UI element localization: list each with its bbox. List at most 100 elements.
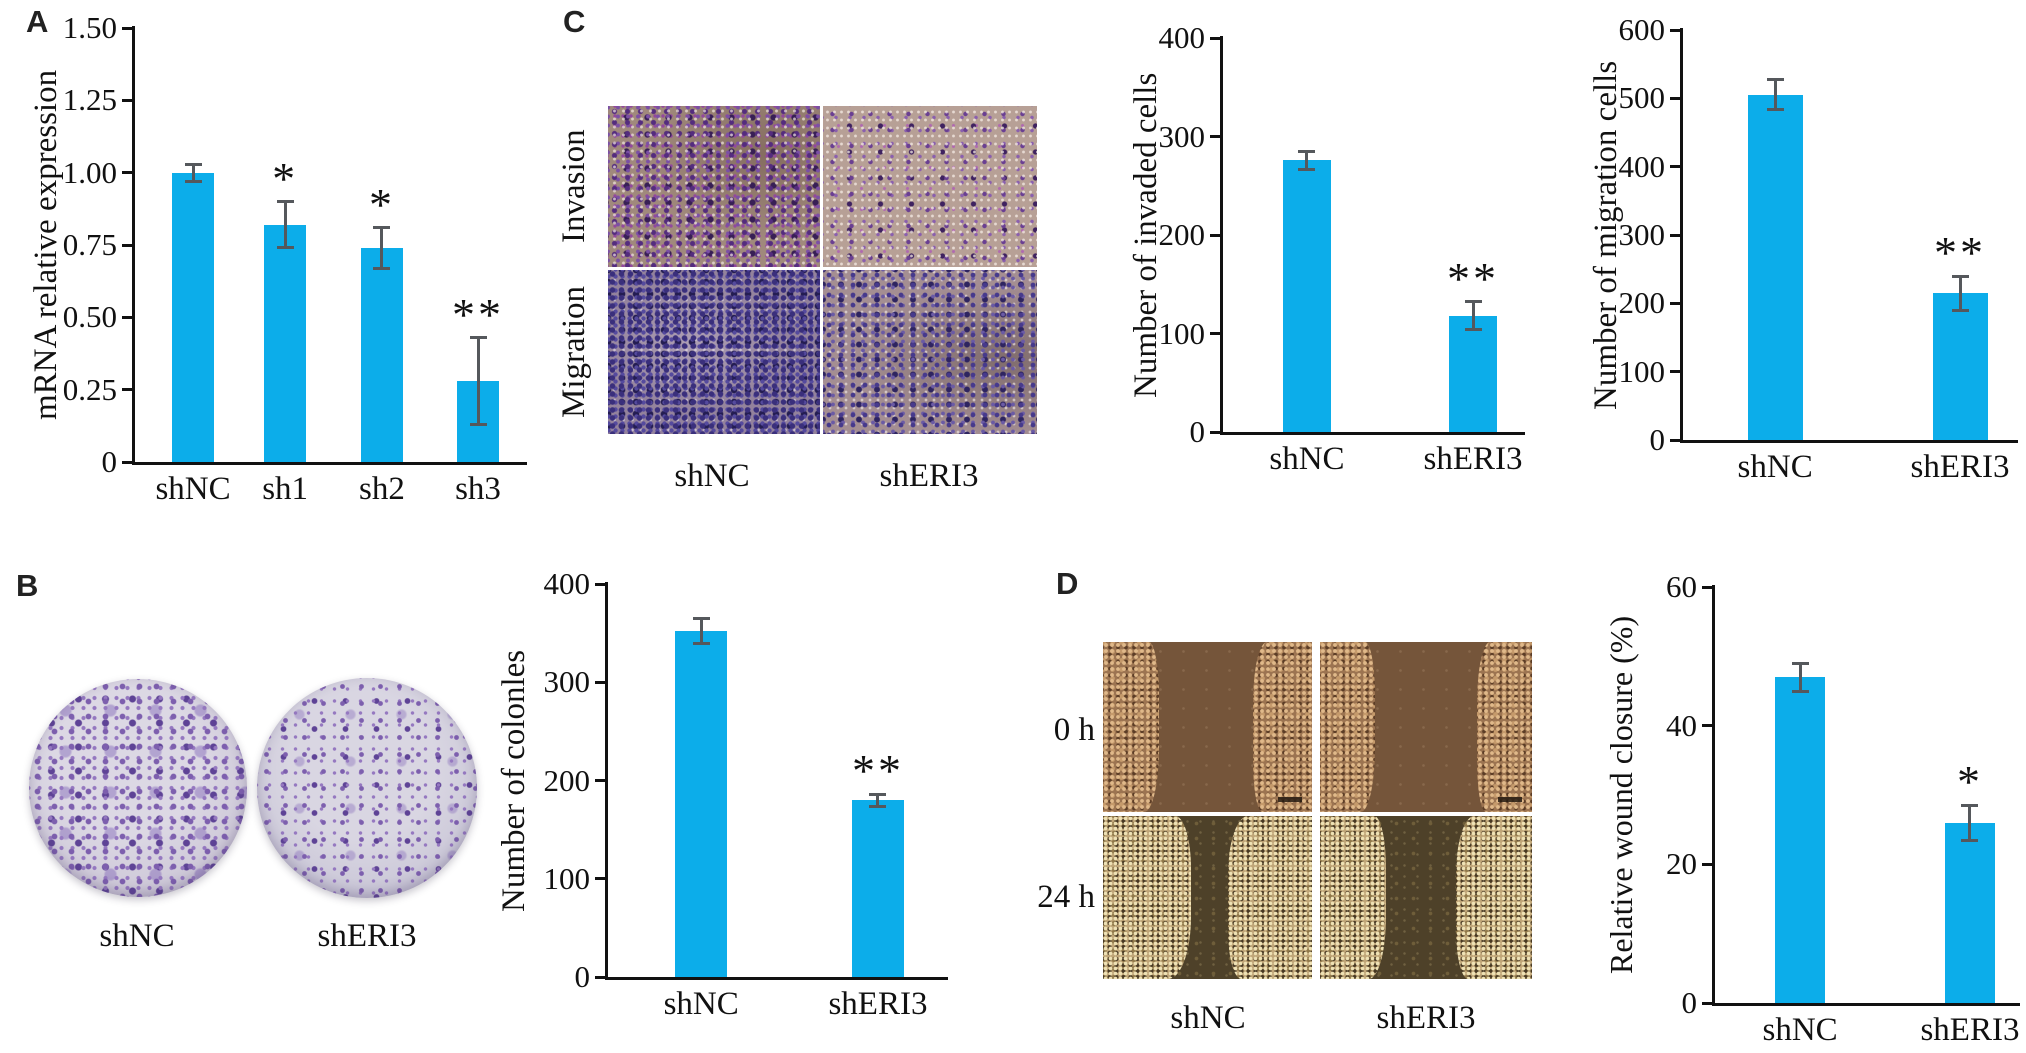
micrograph-migration-shnc [608, 270, 820, 434]
y-axis-tick [1670, 438, 1680, 442]
y-tick-label: 1.00 [62, 154, 117, 190]
x-tick-label: shERI3 [828, 986, 928, 1022]
panel-d-row-label-0h: 0 h [1053, 712, 1095, 748]
panel-b-letter: B [16, 568, 39, 603]
y-tick-label: 0.50 [62, 299, 117, 335]
y-axis-tick [122, 243, 132, 247]
bar-shNC [675, 631, 728, 977]
y-axis-tick [1702, 862, 1712, 866]
y-tick-label: 200 [1158, 217, 1206, 252]
y-axis-tick [1702, 724, 1712, 728]
y-tick-label: 300 [1618, 217, 1666, 252]
error-bar-cap [469, 336, 487, 340]
error-bar-stem [191, 164, 195, 182]
y-tick-label: 1.50 [62, 10, 117, 45]
error-bar-cap [1961, 803, 1979, 807]
error-bar-cap [1464, 328, 1482, 332]
y-tick-label: 300 [1158, 118, 1206, 154]
panel-d-col-label-shnc: shNC [1170, 1000, 1246, 1036]
y-tick-label: 100 [1618, 353, 1666, 389]
panel-b-label-shnc: shNC [99, 918, 175, 954]
y-tick-label: 400 [543, 566, 591, 601]
error-bar-cap [1298, 167, 1316, 171]
significance-label: * [1956, 756, 1983, 808]
significance-label: ** [1447, 252, 1500, 304]
wound-cells-left [1320, 642, 1376, 812]
y-axis-tick [1670, 165, 1680, 169]
error-bar-cap [1951, 274, 1969, 278]
wound-image-0h-sheri3 [1320, 642, 1532, 812]
error-bar-cap [373, 266, 391, 270]
error-bar-cap [869, 804, 887, 808]
panel-a-plot-area: 0 0.25 0.50 0.75 1.00 1.25 1.50 shNC * sh1 * sh2 ** s… [63, 11, 527, 507]
y-axis-tick [1210, 135, 1220, 138]
significance-label: ** [452, 288, 504, 340]
colony-dish-shnc [29, 679, 247, 897]
panel-a-letter: A [26, 4, 49, 39]
error-bar-stem [1968, 805, 1972, 841]
panel-c-col-label-shnc: shNC [674, 458, 750, 494]
panel-c-invaded-plot-area: 0 100 200 300 400 shNC ** shERI3 [1159, 21, 1525, 477]
error-bar-cap [184, 179, 202, 183]
wound-image-24h-shnc [1103, 816, 1312, 979]
x-tick-label: sh2 [359, 471, 405, 507]
y-axis-tick [1210, 233, 1220, 237]
panel-c-row-label-migration: Migration [556, 286, 592, 418]
y-tick-label: 200 [543, 762, 591, 798]
y-tick-label: 40 [1666, 707, 1697, 743]
error-bar-cap [373, 226, 391, 230]
error-bar-cap [692, 642, 710, 646]
wound-cells-left [1103, 642, 1160, 812]
y-axis-tick [122, 98, 132, 102]
error-bar-stem [380, 227, 384, 269]
y-tick-label: 0 [1649, 422, 1666, 457]
x-tick-label: shNC [1269, 441, 1345, 477]
error-bar-stem [876, 794, 880, 807]
x-tick-label: shNC [663, 986, 739, 1022]
y-tick-label: 100 [543, 860, 591, 896]
error-bar-cap [692, 616, 710, 620]
y-tick-label: 100 [1158, 315, 1206, 351]
panel-b-y-axis-label: Number of colonles [496, 649, 532, 912]
significance-label: * [368, 178, 395, 230]
error-bar-cap [1951, 308, 1969, 312]
error-bar-cap [1464, 300, 1482, 304]
x-tick-label: sh1 [262, 471, 309, 507]
y-tick-label: 0 [1189, 414, 1206, 449]
y-tick-label: 0 [101, 444, 118, 479]
y-tick-label: 400 [1618, 148, 1666, 184]
error-bar-stem [1305, 151, 1309, 170]
bar-shERI3 [851, 800, 904, 977]
y-axis-tick [1670, 301, 1680, 305]
y-tick-label: 60 [1666, 569, 1697, 604]
y-axis-tick [595, 582, 605, 586]
y-axis-tick [122, 388, 132, 392]
error-bar-stem [283, 201, 287, 248]
bar-shNC [1747, 94, 1803, 440]
y-tick-label: 20 [1666, 846, 1697, 882]
y-tick-label: 300 [543, 664, 591, 700]
panel-b-plot-area: 0 100 200 300 400 shNC ** shERI3 [544, 567, 948, 1022]
panel-d-y-axis-label: Relative wound closure (%) [1603, 615, 1639, 975]
error-bar-cap [1791, 661, 1809, 665]
significance-label: ** [851, 745, 904, 797]
y-axis-tick [1210, 36, 1220, 40]
wound-cells-right [1253, 642, 1312, 812]
bar-shERI3 [1944, 822, 1995, 1003]
y-axis-tick [595, 680, 605, 684]
bar-shNC [1775, 677, 1826, 1003]
y-axis-tick [122, 315, 132, 319]
panel-c-micrograph-grid [608, 106, 1037, 434]
y-tick-label: 1.25 [62, 82, 117, 118]
significance-label: ** [1934, 227, 1987, 278]
y-tick-label: 0.75 [62, 227, 117, 262]
micrograph-invasion-shnc [608, 106, 820, 267]
y-tick-label: 500 [1618, 80, 1666, 116]
wound-cells-left [1320, 816, 1386, 979]
panel-d-row-label-24h: 24 h [1037, 879, 1095, 915]
error-bar-cap [469, 422, 487, 426]
wound-cells-right [1455, 816, 1532, 979]
panel-b-label-sheri3: shERI3 [317, 918, 417, 954]
panel-a-y-axis-label: mRNA relative expression [28, 69, 64, 421]
